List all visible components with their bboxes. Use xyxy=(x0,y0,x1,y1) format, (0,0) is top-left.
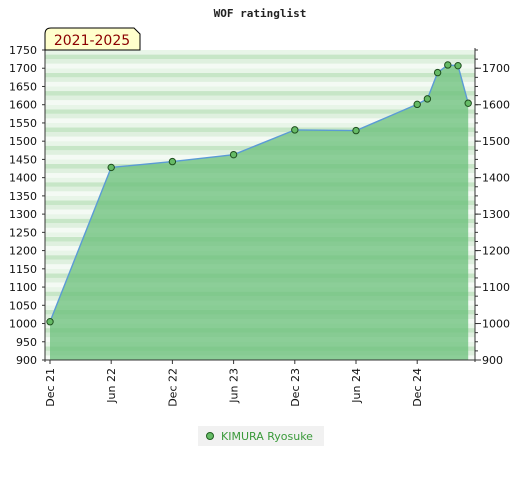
data-point xyxy=(444,61,452,69)
period-label: 2021-2025 xyxy=(54,33,130,49)
data-point xyxy=(229,150,238,159)
background-band xyxy=(45,77,475,82)
left-tick-label: 1400 xyxy=(9,172,37,185)
data-point xyxy=(168,157,177,166)
right-tick-label: 1300 xyxy=(482,208,510,221)
chart-title: WOF ratinglist xyxy=(214,7,307,20)
left-tick-label: 1700 xyxy=(9,62,37,75)
left-tick-label: 1300 xyxy=(9,208,37,221)
background-band xyxy=(45,91,475,96)
background-band xyxy=(45,122,475,128)
left-tick-label: 1200 xyxy=(9,245,37,258)
x-tick-label: Jun 22 xyxy=(105,368,118,404)
background-band xyxy=(45,113,475,119)
left-tick-label: 1650 xyxy=(9,80,37,93)
background-band xyxy=(45,104,475,110)
right-tick-label: 1400 xyxy=(482,172,510,185)
data-point xyxy=(107,163,115,172)
data-point xyxy=(464,99,472,107)
left-y-ticks: 900 950 1000 1050 1100 1150 1200 1250 1300 1350 14… xyxy=(9,44,45,367)
background-band xyxy=(45,68,475,73)
background-band xyxy=(45,109,475,114)
right-tick-label: 1600 xyxy=(482,99,510,112)
background-band xyxy=(45,118,475,123)
x-tick-label: Jun 24 xyxy=(350,368,363,404)
background-band xyxy=(45,54,475,60)
left-tick-label: 1600 xyxy=(9,99,37,112)
x-tick-label: Dec 24 xyxy=(411,368,424,407)
data-point xyxy=(413,100,421,109)
legend-label: KIMURA Ryosuke xyxy=(221,429,313,443)
background-band xyxy=(45,100,475,105)
period-badge: 2021-2025 xyxy=(44,27,141,51)
series-area xyxy=(50,65,469,360)
background-band xyxy=(45,127,475,133)
data-point xyxy=(352,126,360,135)
series-points xyxy=(46,61,472,326)
background-band xyxy=(45,72,475,78)
left-tick-label: 1550 xyxy=(9,117,37,130)
left-tick-label: 1350 xyxy=(9,190,37,203)
left-tick-label: 1000 xyxy=(9,318,37,331)
x-tick-label: Dec 22 xyxy=(166,368,179,407)
background-band xyxy=(45,86,475,92)
left-tick-label: 900 xyxy=(16,354,37,367)
background-band xyxy=(45,136,475,142)
data-point xyxy=(423,95,432,103)
left-tick-label: 1500 xyxy=(9,135,37,148)
right-y-ticks: 900 1000 1100 1200 1300 1400 1500 1600 1700 xyxy=(475,49,510,367)
right-tick-label: 1200 xyxy=(482,245,510,258)
right-tick-label: 1500 xyxy=(482,135,510,148)
background-band xyxy=(45,95,475,101)
data-point xyxy=(433,68,442,77)
background-band xyxy=(45,132,475,137)
left-tick-label: 1450 xyxy=(9,153,37,166)
x-ticks: Dec 21 Jun 22 Dec 22 Jun 23 Dec 23 Jun 24 Dec … xyxy=(44,360,424,407)
right-tick-label: 900 xyxy=(482,354,503,367)
right-tick-label: 1100 xyxy=(482,281,510,294)
left-tick-label: 1750 xyxy=(9,44,37,57)
right-tick-label: 1000 xyxy=(482,318,510,331)
x-tick-label: Jun 23 xyxy=(228,368,241,404)
background-band xyxy=(45,50,475,55)
background-band xyxy=(45,81,475,87)
data-point xyxy=(291,126,299,134)
x-tick-label: Dec 21 xyxy=(44,368,57,407)
legend: KIMURA Ryosuke xyxy=(198,426,324,446)
legend-marker xyxy=(206,432,214,440)
x-tick-label: Dec 23 xyxy=(289,368,302,407)
background-band xyxy=(45,59,475,64)
left-tick-label: 1100 xyxy=(9,281,37,294)
left-tick-label: 1250 xyxy=(9,226,37,239)
left-tick-label: 950 xyxy=(16,336,37,349)
left-tick-label: 1050 xyxy=(9,299,37,312)
data-point xyxy=(46,318,54,326)
right-tick-label: 1700 xyxy=(482,62,510,75)
background-band xyxy=(45,63,475,69)
data-point xyxy=(454,61,462,70)
left-tick-label: 1150 xyxy=(9,263,37,276)
